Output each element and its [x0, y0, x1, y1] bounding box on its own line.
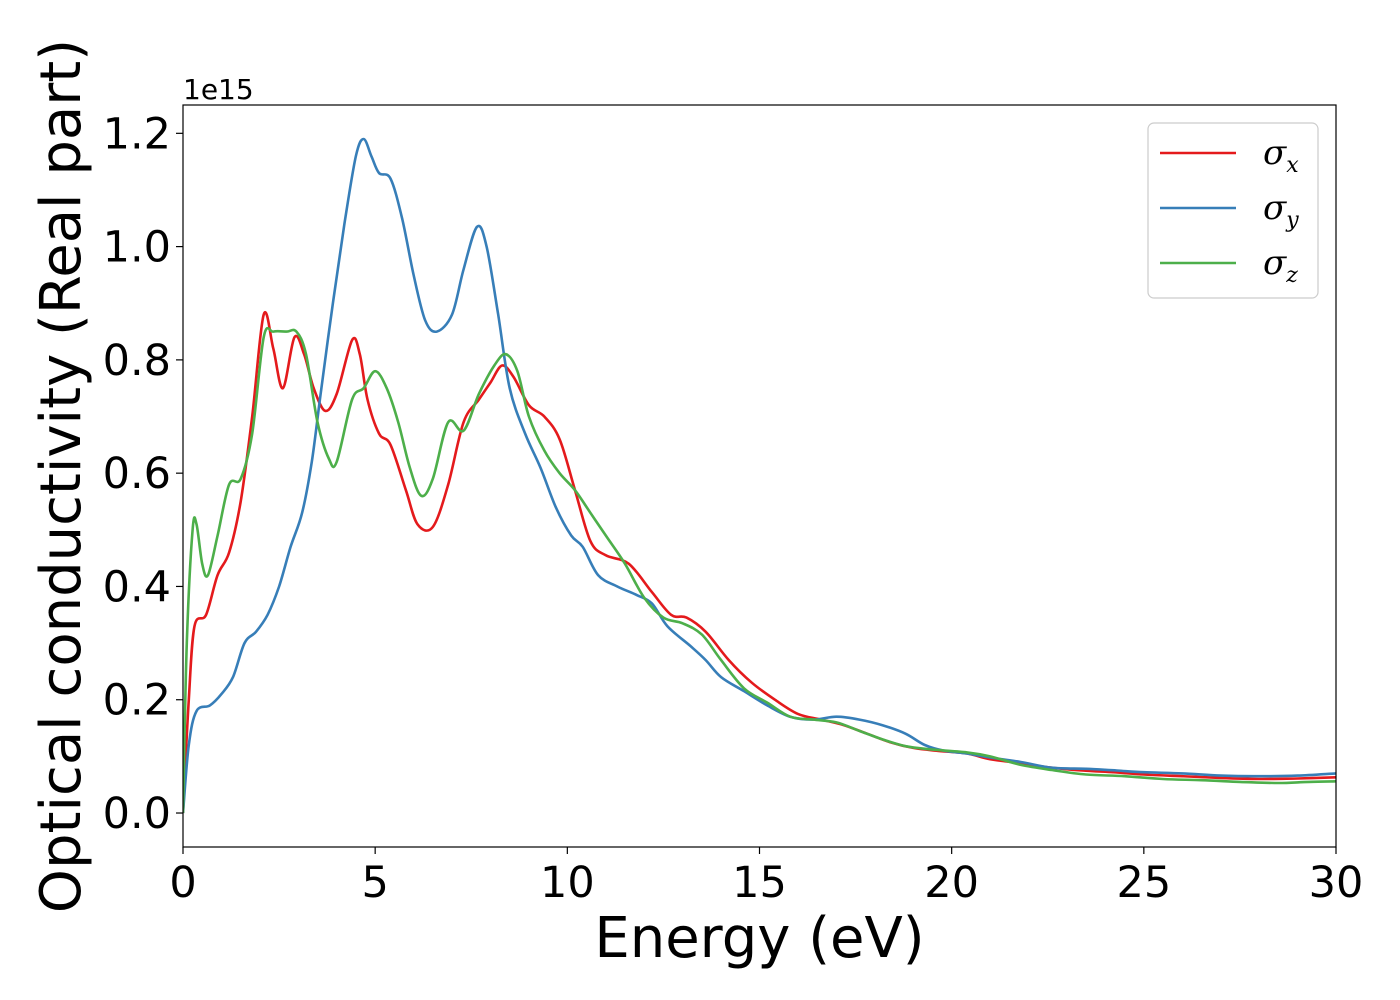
legend-label-y: σy — [1263, 188, 1299, 233]
x-tick-label: 20 — [924, 858, 979, 908]
y-axis-ticks: 0.0 0.2 0.4 0.6 0.8 1.0 1.2 — [103, 109, 183, 839]
x-tick-label: 5 — [361, 858, 388, 908]
x-tick-label: 15 — [732, 858, 787, 908]
legend-label-x: σx — [1263, 133, 1299, 178]
series-line-x — [183, 310, 1336, 814]
y-tick-label: 0.0 — [103, 789, 171, 839]
series-line-z — [183, 326, 1336, 814]
y-tick-label: 1.2 — [103, 109, 171, 159]
x-tick-label: 0 — [169, 858, 196, 908]
y-tick-label: 0.8 — [103, 336, 171, 386]
y-tick-label: 0.6 — [103, 449, 171, 499]
series-layer — [183, 137, 1336, 814]
x-axis-label: Energy (eV) — [594, 906, 924, 971]
y-axis-label: Optical conductivity (Real part) — [29, 39, 94, 913]
y-tick-label: 0.4 — [103, 562, 171, 612]
x-axis-ticks: 0 5 10 15 20 25 30 — [169, 847, 1363, 908]
legend: σx σy σz — [1147, 122, 1319, 299]
x-tick-label: 30 — [1309, 858, 1364, 908]
x-tick-label: 10 — [540, 858, 595, 908]
y-tick-label: 1.0 — [103, 223, 171, 273]
y-tick-label: 0.2 — [103, 676, 171, 726]
x-tick-label: 25 — [1116, 858, 1171, 908]
legend-box — [1147, 122, 1319, 299]
y-offset-label: 1e15 — [183, 73, 254, 106]
legend-label-z: σz — [1263, 243, 1298, 288]
